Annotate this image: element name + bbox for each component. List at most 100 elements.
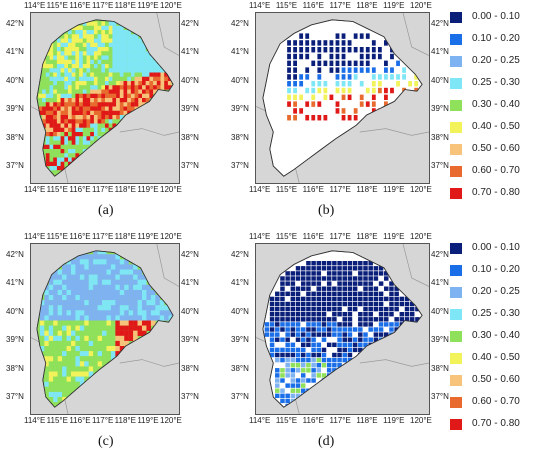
lat-tick-right-a: 42°N [181,19,199,28]
lon-tick-bottom-a: 115°E [46,185,68,194]
lon-tick-top-b: 117°E [329,1,351,10]
map-frame-b [255,12,430,184]
lon-tick-top-a: 118°E [114,1,136,10]
legend-label: 0.50 - 0.60 [472,143,520,154]
caption-c: (c) [98,434,114,449]
lon-tick-top-c: 118°E [114,232,136,241]
legend-label: 0.40 - 0.50 [472,121,520,132]
lat-tick-right-a: 39°N [181,104,199,114]
lon-tick-bottom-a: 116°E [69,185,91,194]
lon-tick-top-a: 119°E [137,1,159,10]
lat-tick-right-d: 37°N [431,392,449,401]
legend-label: 0.40 - 0.50 [472,352,520,363]
lat-tick-right-b: 37°N [431,161,449,170]
lat-tick-left-d: 42°N [231,250,249,259]
legend-label: 0.70 - 0.80 [472,418,520,429]
lon-tick-bottom-a: 117°E [92,185,114,194]
lat-tick-right-c: 41°N [181,278,199,288]
legend-swatch [450,265,462,276]
lat-tick-left-c: 40°N [6,306,24,316]
lat-tick-left-b: 39°N [231,104,249,114]
legend-swatch [450,188,462,199]
lon-tick-bottom-b: 117°E [329,185,351,194]
legend-label: 0.50 - 0.60 [472,374,520,385]
lat-tick-right-c: 40°N [181,306,199,316]
lon-tick-top-b: 114°E [249,1,271,10]
lon-tick-bottom-c: 114°E [24,416,46,425]
lon-tick-top-c: 117°E [92,232,114,241]
legend-swatch [450,12,462,23]
map-svg-c [31,244,179,414]
legend-label: 0.25 - 0.30 [472,77,520,88]
lon-tick-bottom-c: 120°E [160,416,182,425]
map-svg-d [256,244,429,414]
lon-tick-bottom-b: 118°E [356,185,378,194]
lon-tick-bottom-d: 120°E [410,416,432,425]
lon-tick-bottom-d: 117°E [329,416,351,425]
lat-tick-right-c: 38°N [181,363,199,373]
lat-tick-right-d: 38°N [431,363,449,373]
map-frame-a [30,12,180,184]
lat-tick-right-d: 40°N [431,306,449,316]
legend-label: 0.60 - 0.70 [472,396,520,407]
legend-swatch [450,331,462,342]
lon-tick-top-c: 120°E [160,232,182,241]
lon-tick-bottom-d: 118°E [356,416,378,425]
caption-a: (a) [98,203,114,218]
lon-tick-top-d: 120°E [410,232,432,241]
legend-swatch [450,166,462,177]
lon-tick-bottom-d: 115°E [275,416,298,425]
map-svg-a [31,13,179,183]
lon-tick-top-a: 115°E [46,1,68,10]
legend-label: 0.30 - 0.40 [472,99,520,110]
lon-tick-top-c: 114°E [24,232,46,241]
legend-swatch [450,78,462,89]
legend-swatch [450,287,462,298]
legend-swatch [450,34,462,45]
legend-swatch [450,122,462,133]
legend-label: 0.20 - 0.25 [472,286,520,297]
lat-tick-left-b: 42°N [231,19,249,28]
lon-tick-top-a: 116°E [69,1,91,10]
lon-tick-bottom-c: 119°E [137,416,159,425]
lat-tick-left-c: 37°N [6,392,24,401]
legend-swatch [450,144,462,155]
legend-label: 0.30 - 0.40 [472,330,520,341]
legend-label: 0.20 - 0.25 [472,55,520,66]
lat-tick-left-d: 40°N [231,306,249,316]
lon-tick-top-c: 119°E [137,232,159,241]
lat-tick-right-a: 41°N [181,47,199,57]
panel-a [30,12,180,184]
lat-tick-left-b: 37°N [231,161,249,170]
legend-swatch [450,309,462,320]
legend-label: 0.10 - 0.20 [472,264,520,275]
legend-swatch [450,243,462,254]
map-svg-b [256,13,429,183]
lon-tick-top-b: 115°E [275,1,298,10]
lon-tick-bottom-b: 119°E [383,185,405,194]
lon-tick-bottom-d: 114°E [249,416,271,425]
lat-tick-left-a: 39°N [6,104,24,114]
lon-tick-top-d: 115°E [275,232,298,241]
lon-tick-top-d: 118°E [356,232,378,241]
lon-tick-top-b: 118°E [356,1,378,10]
lon-tick-bottom-b: 115°E [275,185,298,194]
lat-tick-right-b: 41°N [431,47,449,57]
lon-tick-bottom-a: 119°E [137,185,159,194]
lon-tick-bottom-b: 120°E [410,185,432,194]
lon-tick-bottom-a: 114°E [24,185,46,194]
legend-label: 0.70 - 0.80 [472,187,520,198]
lat-tick-left-a: 38°N [6,132,24,142]
lat-tick-right-b: 38°N [431,132,449,142]
lon-tick-top-b: 119°E [383,1,405,10]
lat-tick-right-d: 41°N [431,278,449,288]
lat-tick-left-b: 41°N [231,47,249,57]
lat-tick-right-a: 38°N [181,132,199,142]
lat-tick-left-c: 42°N [6,250,24,259]
lat-tick-left-d: 37°N [231,392,249,401]
lon-tick-top-a: 117°E [92,1,114,10]
lon-tick-top-c: 115°E [46,232,68,241]
caption-b: (b) [318,203,335,218]
lon-tick-top-b: 120°E [410,1,432,10]
legend-swatch [450,419,462,430]
